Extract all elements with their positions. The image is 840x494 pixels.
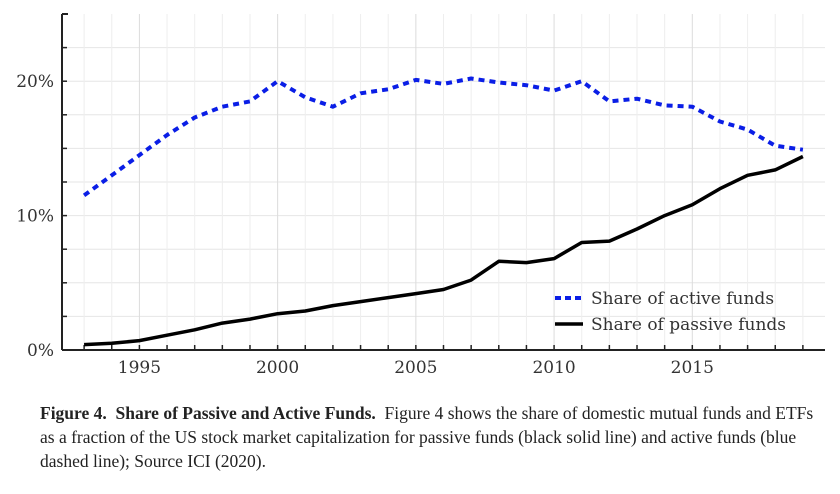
caption-figure-label: Figure 4. <box>40 403 107 423</box>
y-tick-label: 0% <box>27 341 54 361</box>
figure-caption: Figure 4. Share of Passive and Active Fu… <box>40 401 820 473</box>
legend: Share of active funds Share of passive fu… <box>555 289 786 335</box>
x-tick-label: 1995 <box>118 358 161 378</box>
x-tick-label: 2000 <box>256 358 299 378</box>
caption-text: Figure 4 shows the share of domestic mut… <box>40 403 814 471</box>
caption-figure-title: Share of Passive and Active Funds. <box>115 403 376 423</box>
x-tick-label: 2015 <box>671 358 714 378</box>
y-tick-label: 20% <box>16 72 54 92</box>
legend-label-active: Share of active funds <box>591 289 774 309</box>
series-layer <box>82 76 804 347</box>
series-passive-line <box>84 154 804 347</box>
line-chart: 0% 10% 20% 1995 2000 2005 2010 2015 Share of ac… <box>16 13 825 378</box>
legend-label-passive: Share of passive funds <box>591 315 786 335</box>
grid <box>62 14 825 350</box>
series-active-line <box>82 76 804 198</box>
axes: 0% 10% 20% 1995 2000 2005 2010 2015 <box>16 13 825 378</box>
y-tick-label: 10% <box>16 207 54 227</box>
x-tick-label: 2010 <box>532 358 575 378</box>
x-tick-label: 2005 <box>394 358 437 378</box>
